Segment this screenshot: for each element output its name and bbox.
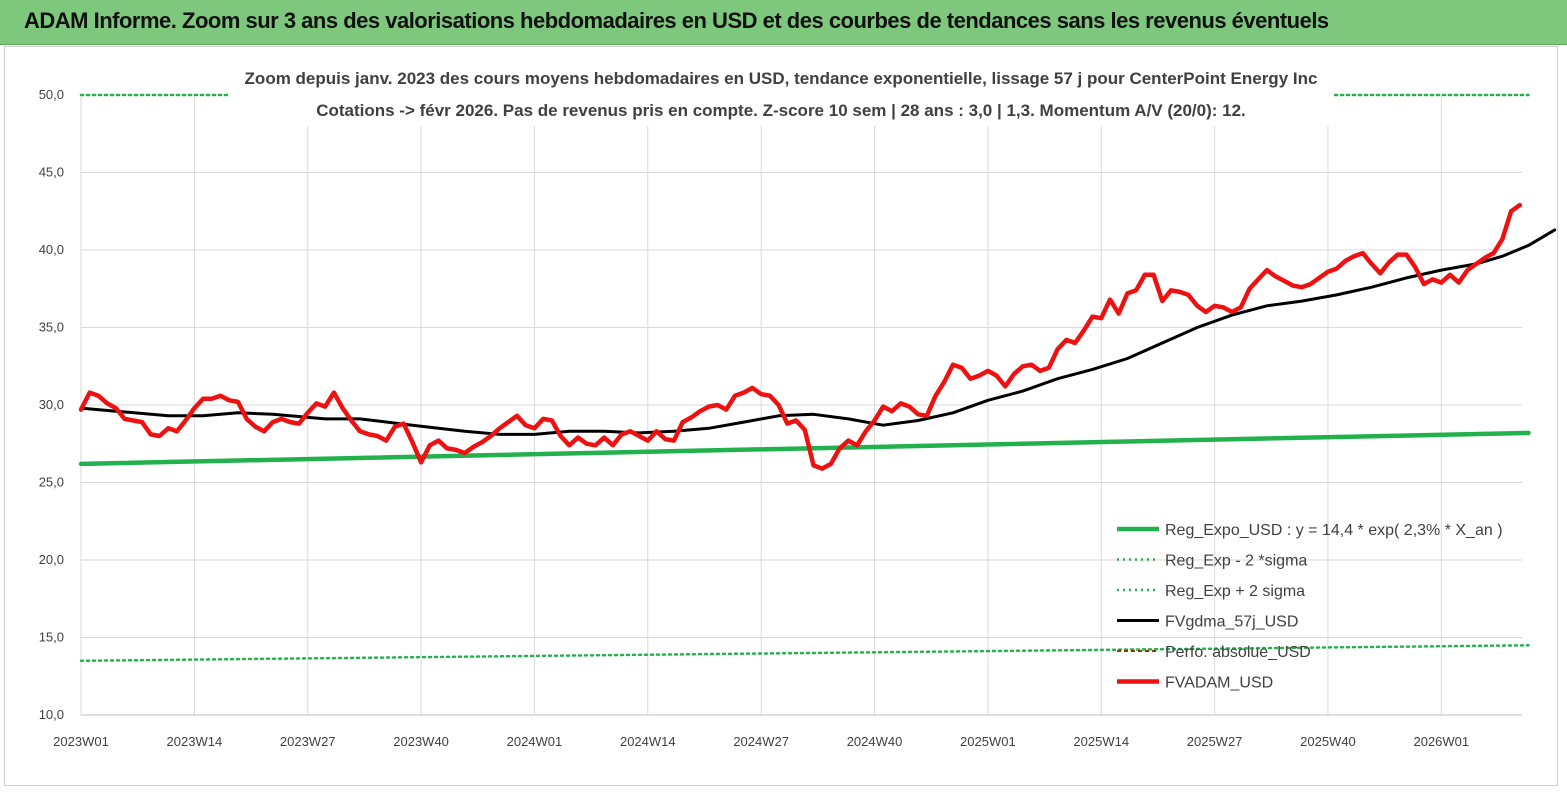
- legend-label-3: FVgdma_57j_USD: [1165, 614, 1298, 631]
- series-line-5: [78, 202, 1523, 471]
- legend-label-1: Reg_Exp - 2 *sigma: [1165, 553, 1307, 570]
- y-tick-label: 20,0: [39, 552, 64, 567]
- series-line-0: [78, 430, 1531, 467]
- chart-title-line2: Cotations -> févr 2026. Pas de revenus p…: [316, 101, 1246, 120]
- series-layer: [78, 93, 1557, 663]
- title-background: [228, 62, 1334, 126]
- legend: Reg_Expo_USD : y = 14,4 * exp( 2,3% * X_…: [1117, 522, 1503, 692]
- x-tick-label: 2025W01: [960, 734, 1016, 749]
- legend-label-2: Reg_Exp + 2 sigma: [1165, 583, 1305, 600]
- y-tick-label: 45,0: [39, 165, 64, 180]
- x-axis-ticks: 2023W01 2023W14 2023W27 2023W40 2024W01 2024W…: [53, 734, 1469, 749]
- x-tick-label: 2024W40: [847, 734, 903, 749]
- banner-title: ADAM Informe. Zoom sur 3 ans des valoris…: [24, 8, 1329, 33]
- banner: ADAM Informe. Zoom sur 3 ans des valoris…: [0, 0, 1567, 45]
- y-tick-label: 15,0: [39, 630, 64, 645]
- x-tick-label: 2024W14: [620, 734, 676, 749]
- y-tick-label: 25,0: [39, 475, 64, 490]
- y-axis-ticks: 10,0 15,0 20,0 25,0 30,0 35,0 40,0 45,0 50,0: [39, 87, 64, 722]
- y-tick-label: 10,0: [39, 707, 64, 722]
- x-tick-label: 2025W40: [1300, 734, 1356, 749]
- y-tick-label: 35,0: [39, 320, 64, 335]
- x-tick-label: 2025W14: [1073, 734, 1129, 749]
- x-tick-label: 2023W01: [53, 734, 109, 749]
- y-tick-label: 30,0: [39, 397, 64, 412]
- legend-label-0: Reg_Expo_USD : y = 14,4 * exp( 2,3% * X_…: [1165, 522, 1503, 539]
- x-tick-label: 2023W40: [393, 734, 449, 749]
- x-tick-label: 2025W27: [1187, 734, 1243, 749]
- x-tick-label: 2026W01: [1413, 734, 1469, 749]
- legend-label-5: FVADAM_USD: [1165, 675, 1273, 692]
- chart-title-line1: Zoom depuis janv. 2023 des cours moyens …: [245, 69, 1318, 88]
- series-line-1: [79, 644, 1530, 663]
- gridlines: [80, 94, 1522, 716]
- y-tick-label: 40,0: [39, 242, 64, 257]
- x-tick-label: 2024W27: [733, 734, 789, 749]
- chart-frame: [4, 46, 1558, 786]
- y-tick-label: 50,0: [39, 87, 64, 102]
- x-tick-label: 2023W27: [280, 734, 336, 749]
- x-tick-label: 2024W01: [507, 734, 563, 749]
- legend-label-4: Perfo. absolue_USD: [1165, 644, 1311, 661]
- series-line-3: [79, 228, 1557, 436]
- x-tick-label: 2023W14: [167, 734, 223, 749]
